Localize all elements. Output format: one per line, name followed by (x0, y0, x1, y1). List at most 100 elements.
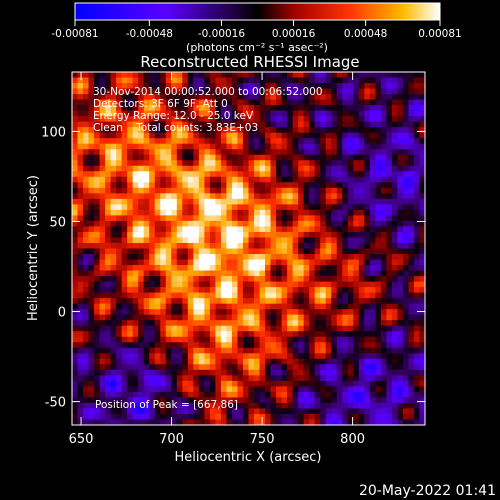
heatmap-cell (325, 198, 332, 205)
heatmap-cell (242, 198, 249, 205)
heatmap-cell (369, 121, 376, 128)
heatmap-cell (353, 309, 360, 316)
heatmap-cell (198, 314, 205, 321)
heatmap-cell (347, 176, 354, 183)
heatmap-cell (127, 270, 134, 277)
heatmap-cell (309, 127, 316, 134)
heatmap-cell (215, 226, 222, 233)
heatmap-cell (132, 143, 139, 150)
heatmap-cell (77, 265, 84, 271)
heatmap-cell (248, 353, 255, 360)
heatmap-cell (303, 276, 310, 282)
colorbar-tick-label: 0.00048 (344, 28, 387, 40)
heatmap-cell (331, 88, 338, 95)
heatmap-cell (320, 364, 327, 371)
heatmap-cell (287, 215, 293, 222)
heatmap-cell (342, 171, 349, 178)
heatmap-cell (325, 336, 332, 343)
heatmap-cell (309, 265, 316, 271)
heatmap-cell (375, 408, 382, 415)
heatmap-cell (347, 198, 354, 205)
heatmap-cell (386, 287, 393, 293)
heatmap-cell (99, 309, 106, 316)
heatmap-cell (314, 176, 321, 183)
heatmap-cell (94, 325, 100, 332)
heatmap-cell (254, 132, 260, 139)
heatmap-cell (116, 391, 122, 398)
heatmap-cell (336, 204, 343, 211)
heatmap-cell (132, 254, 139, 260)
heatmap-cell (204, 402, 211, 409)
heatmap-cell (132, 353, 139, 360)
heatmap-cell (342, 160, 349, 167)
heatmap-cell (397, 298, 404, 305)
heatmap-cell (270, 154, 277, 161)
heatmap-cell (353, 132, 360, 139)
heatmap-cell (176, 116, 183, 122)
heatmap-cell (287, 187, 293, 194)
heatmap-cell (138, 380, 145, 387)
heatmap-cell (325, 413, 332, 420)
heatmap-cell (380, 88, 387, 95)
heatmap-cell (298, 105, 305, 111)
heatmap-cell (209, 88, 216, 95)
heatmap-cell (419, 165, 425, 172)
heatmap-cell (143, 237, 150, 244)
heatmap-cell (386, 105, 393, 111)
heatmap-cell (287, 209, 293, 216)
heatmap-cell (391, 127, 398, 134)
heatmap-cell (353, 83, 360, 89)
heatmap-cell (325, 226, 332, 233)
heatmap-cell (198, 259, 205, 266)
heatmap-cell (303, 138, 310, 145)
heatmap-cell (83, 176, 89, 183)
heatmap-cell (160, 259, 167, 266)
heatmap-cell (309, 176, 316, 183)
heatmap-cell (314, 298, 321, 305)
heatmap-cell (265, 309, 271, 316)
heatmap-cell (77, 298, 84, 305)
heatmap-cell (309, 309, 316, 316)
heatmap-cell (105, 83, 111, 89)
heatmap-cell (419, 292, 425, 299)
heatmap-cell (121, 99, 128, 106)
heatmap-cell (209, 226, 216, 233)
heatmap-cell (292, 154, 299, 161)
heatmap-cell (270, 270, 277, 277)
heatmap-cell (347, 94, 354, 100)
heatmap-cell (419, 276, 425, 282)
heatmap-cell (336, 287, 343, 293)
heatmap-cell (154, 314, 161, 321)
heatmap-cell (226, 182, 233, 189)
heatmap-cell (116, 121, 122, 128)
heatmap-cell (72, 320, 78, 327)
heatmap-cell (298, 132, 305, 139)
heatmap-cell (364, 154, 371, 161)
heatmap-cell (132, 369, 139, 376)
heatmap-cell (369, 336, 376, 343)
heatmap-cell (204, 88, 211, 95)
heatmap-cell (391, 165, 398, 172)
heatmap-cell (309, 270, 316, 277)
heatmap-cell (149, 154, 156, 161)
heatmap-cell (242, 364, 249, 371)
heatmap-cell (265, 160, 271, 167)
heatmap-cell (209, 132, 216, 139)
heatmap-cell (386, 314, 393, 321)
heatmap-cell (364, 292, 371, 299)
heatmap-cell (77, 397, 84, 404)
heatmap-cell (94, 347, 100, 354)
heatmap-cell (132, 309, 139, 316)
heatmap-cell (391, 72, 398, 78)
heatmap-cell (193, 364, 200, 371)
heatmap-cell (176, 265, 183, 271)
heatmap-cell (397, 303, 404, 310)
heatmap-cell (220, 187, 227, 194)
heatmap-cell (231, 364, 238, 371)
heatmap-cell (380, 132, 387, 139)
heatmap-cell (259, 375, 266, 382)
heatmap-cell (353, 215, 360, 222)
heatmap-cell (265, 397, 271, 404)
heatmap-cell (270, 358, 277, 365)
heatmap-cell (204, 127, 211, 134)
